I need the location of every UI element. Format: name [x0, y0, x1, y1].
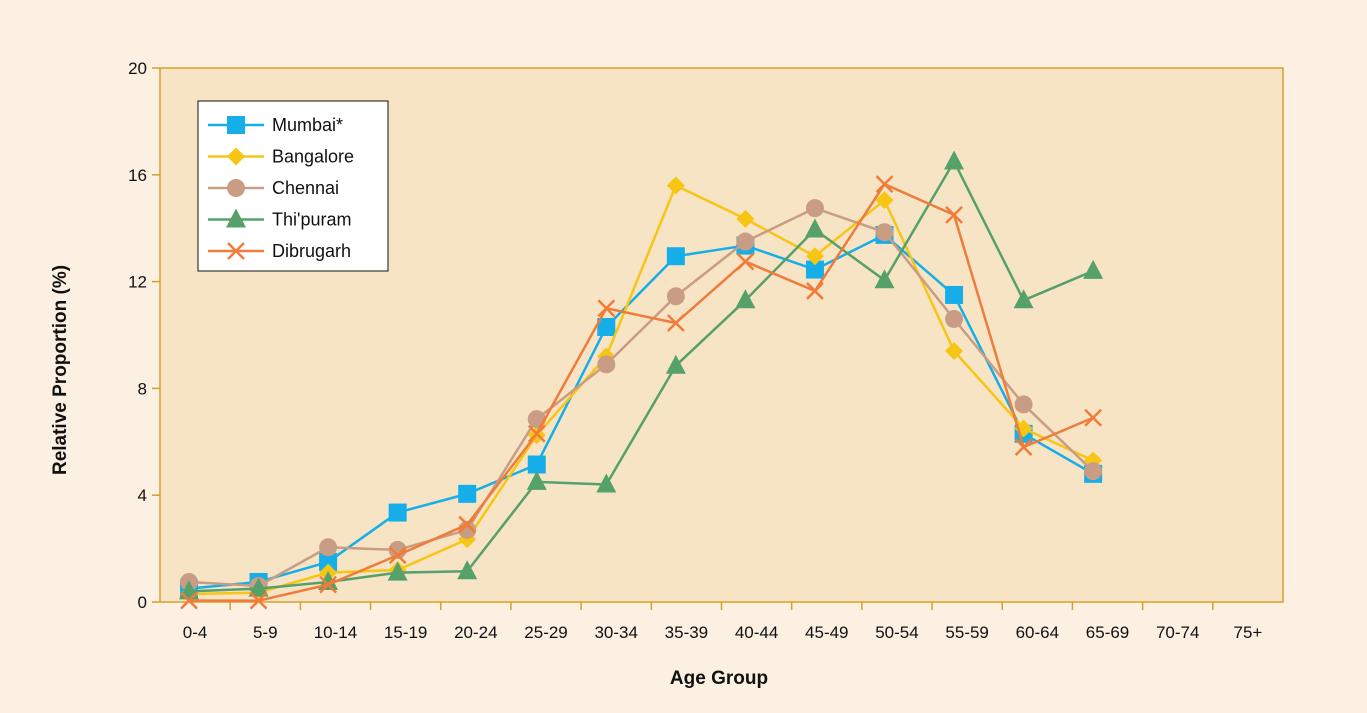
- y-tick-label: 8: [138, 379, 147, 398]
- x-tick-label: 75+: [1233, 623, 1262, 642]
- y-tick-label: 20: [128, 59, 147, 78]
- data-point: [805, 247, 824, 266]
- legend-marker: [227, 147, 245, 166]
- data-point: [597, 317, 616, 336]
- data-point: [388, 503, 407, 522]
- legend-label: Dibrugarh: [272, 241, 351, 261]
- data-point: [736, 252, 755, 271]
- series-line: [188, 233, 1094, 590]
- data-point: [874, 269, 895, 289]
- legend-label: Bangalore: [272, 147, 354, 167]
- legend: Mumbai* Bangalore Chennai Thi'puram Dibrugar…: [197, 100, 389, 272]
- data-point: [875, 191, 894, 210]
- data-point: [1084, 462, 1103, 481]
- data-point: [806, 282, 824, 300]
- data-point: [458, 484, 477, 503]
- data-point: [666, 247, 685, 266]
- data-point: [944, 150, 965, 170]
- data-point: [387, 561, 408, 581]
- legend-label: Chennai: [272, 178, 339, 198]
- data-point: [458, 515, 477, 534]
- x-tick-label: 50-54: [875, 623, 918, 642]
- x-tick-label: 35-39: [665, 623, 708, 642]
- data-point: [665, 354, 686, 374]
- legend-item: Thi'puram: [208, 208, 351, 230]
- legend-item: Chennai: [208, 178, 339, 198]
- data-point: [596, 473, 617, 493]
- data-point: [1013, 289, 1034, 309]
- data-point: [945, 342, 964, 361]
- legend-marker: [227, 179, 245, 197]
- data-point: [875, 175, 894, 194]
- legend-marker: [227, 116, 245, 134]
- data-point: [180, 591, 198, 610]
- x-tick-label: 65-69: [1086, 623, 1129, 642]
- data-point: [597, 355, 616, 374]
- x-tick-label: 55-59: [945, 623, 988, 642]
- x-tick-label: 20-24: [454, 623, 497, 642]
- legend-item: Bangalore: [208, 147, 354, 167]
- data-point: [945, 309, 964, 328]
- series-line: [188, 206, 1095, 588]
- data-point: [736, 232, 755, 251]
- data-point: [457, 560, 478, 580]
- x-tick-label: 0-4: [183, 623, 208, 642]
- y-axis-title: Relative Proportion (%): [50, 265, 71, 475]
- data-point: [527, 410, 546, 429]
- data-point: [735, 289, 756, 309]
- x-tick-label: 5-9: [253, 623, 278, 642]
- series-line: [189, 182, 1094, 602]
- data-point: [527, 455, 546, 474]
- x-axis-title: Age Group: [670, 668, 768, 689]
- data-point: [597, 299, 616, 318]
- data-point: [1084, 408, 1103, 427]
- data-point: [736, 209, 755, 228]
- data-point: [319, 575, 337, 594]
- data-point: [526, 470, 547, 490]
- data-point: [319, 552, 338, 571]
- data-point: [666, 287, 685, 306]
- x-tick-label: 25-29: [524, 623, 567, 642]
- legend-item: Dibrugarh: [208, 241, 351, 261]
- data-point: [945, 285, 964, 304]
- y-tick-label: 12: [128, 273, 147, 292]
- data-point: [666, 176, 685, 195]
- legend-marker: [226, 208, 246, 228]
- x-tick-label: 45-49: [805, 623, 848, 642]
- x-tick-label: 70-74: [1156, 623, 1199, 642]
- series-line: [188, 184, 1094, 596]
- legend-label: Mumbai*: [272, 115, 343, 135]
- x-tick-label: 15-19: [384, 623, 427, 642]
- legend-item: Mumbai*: [208, 115, 343, 135]
- data-point: [388, 546, 407, 565]
- x-tick-label: 30-34: [594, 623, 637, 642]
- data-point: [805, 199, 824, 218]
- series-dibrugarh: [180, 175, 1103, 610]
- x-tick-label: 40-44: [735, 623, 778, 642]
- y-tick-label: 4: [138, 486, 147, 505]
- data-point: [666, 314, 685, 332]
- y-tick-label: 16: [128, 166, 147, 185]
- x-tick-label: 10-14: [314, 623, 357, 642]
- data-point: [527, 424, 546, 443]
- data-point: [249, 591, 268, 610]
- data-point: [248, 577, 269, 597]
- data-point: [1014, 438, 1033, 457]
- data-point: [804, 218, 825, 238]
- data-point: [1014, 395, 1033, 414]
- data-point: [805, 260, 824, 279]
- legend-label: Thi'puram: [272, 210, 351, 230]
- data-point: [319, 538, 338, 557]
- y-tick-label: 0: [138, 593, 147, 612]
- legend-marker: [227, 242, 245, 260]
- data-point: [1083, 259, 1104, 279]
- data-point: [875, 223, 894, 242]
- x-tick-label: 60-64: [1016, 623, 1059, 642]
- data-point: [945, 205, 963, 224]
